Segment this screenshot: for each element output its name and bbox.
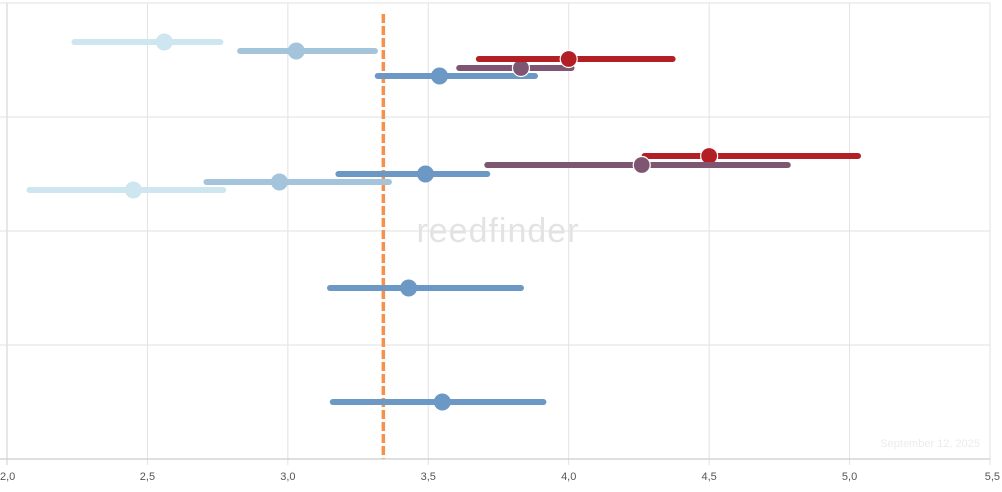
point-estimate-dot[interactable]: [400, 279, 418, 297]
point-estimate-dot[interactable]: [416, 165, 434, 183]
point-estimate-dot[interactable]: [431, 67, 449, 85]
interval-marker[interactable]: [329, 393, 547, 411]
x-tick-label: 2,0: [0, 471, 15, 483]
row-group-2: [26, 146, 861, 199]
row-group-4: [329, 393, 547, 411]
interval-marker[interactable]: [475, 49, 676, 69]
point-estimate-dot[interactable]: [287, 42, 305, 60]
point-estimate-dot[interactable]: [632, 155, 651, 175]
interval-marker[interactable]: [237, 42, 378, 60]
point-estimate-dot[interactable]: [270, 173, 288, 191]
x-tick-label: 2,5: [140, 471, 155, 483]
point-estimate-dot[interactable]: [559, 49, 578, 69]
row-group-1: [71, 33, 676, 85]
point-estimate-dot[interactable]: [124, 181, 142, 199]
interval-marker[interactable]: [203, 173, 392, 191]
point-estimate-dot[interactable]: [433, 393, 451, 411]
row-group-3: [326, 279, 524, 297]
x-tick-label: 4,0: [561, 471, 576, 483]
x-tick-label: 5,0: [842, 471, 857, 483]
interval-marker[interactable]: [374, 67, 539, 85]
interval-marker[interactable]: [26, 181, 227, 199]
point-estimate-dot[interactable]: [700, 146, 719, 166]
interval-marker[interactable]: [326, 279, 524, 297]
x-axis: 2,0 2,5 3,0 3,5 4,0 4,5 5,0 5,5: [0, 458, 1000, 483]
interval-marker[interactable]: [71, 33, 224, 51]
x-tick-label: 5,5: [985, 471, 1000, 483]
data-series: [26, 33, 861, 411]
interval-marker[interactable]: [484, 155, 791, 175]
x-tick-label: 3,5: [421, 471, 436, 483]
date-annotation: September 12, 2025: [880, 438, 980, 450]
grid-lines: [0, 2, 991, 465]
x-tick-label: 4,5: [701, 471, 716, 483]
watermark-text: reedfinder: [416, 212, 579, 250]
point-estimate-dot[interactable]: [511, 58, 531, 78]
interval-marker[interactable]: [641, 146, 861, 166]
interval-marker[interactable]: [335, 165, 491, 183]
point-estimate-dot[interactable]: [155, 33, 173, 51]
x-tick-label: 3,0: [280, 471, 295, 483]
